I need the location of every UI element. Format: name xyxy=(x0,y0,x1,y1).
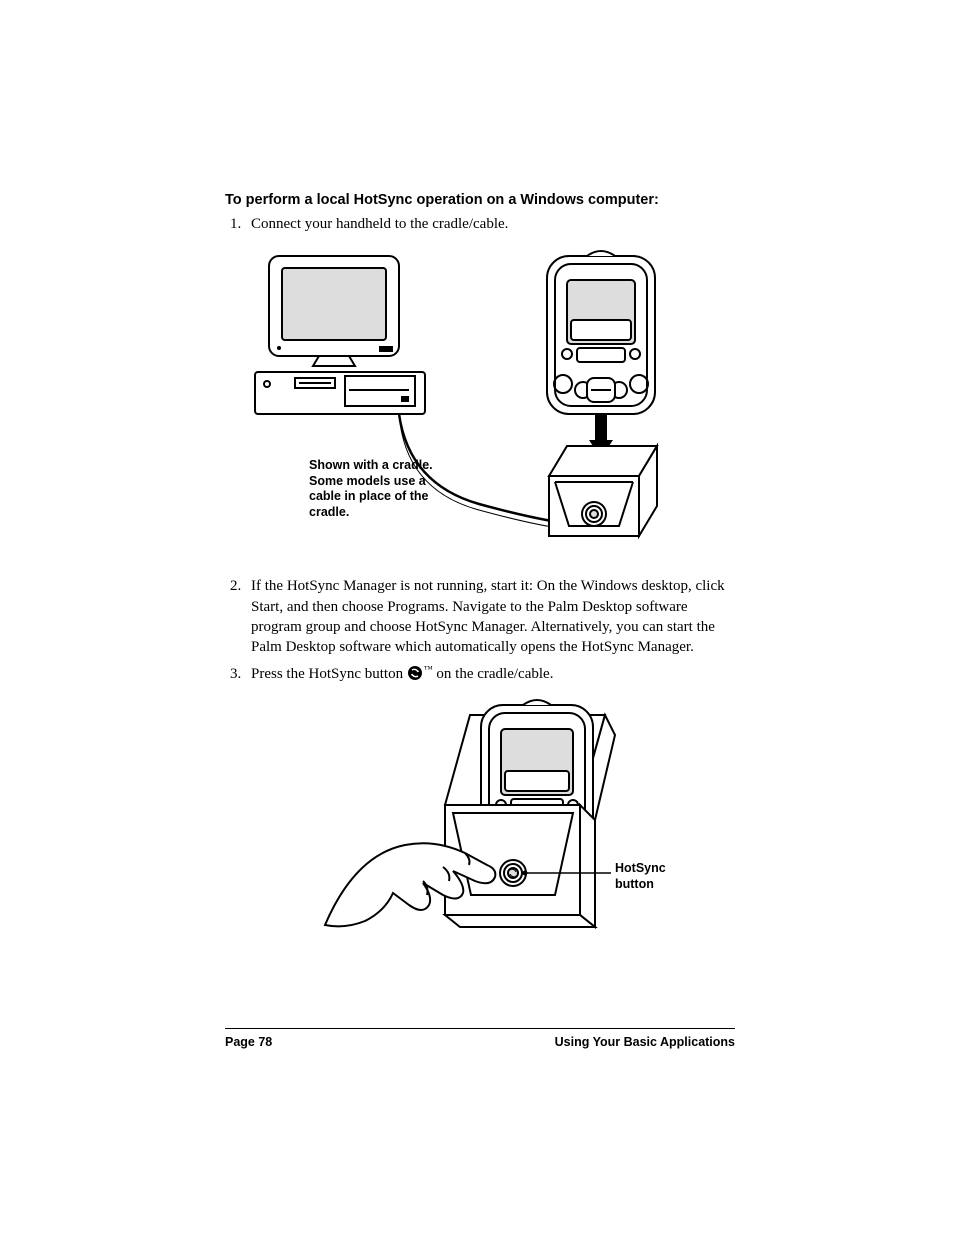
fig1-cap-l1: Shown with a cradle. xyxy=(309,458,433,472)
step-3-post: on the cradle/cable. xyxy=(433,666,554,682)
fig1-cap-l4: cradle. xyxy=(309,505,349,519)
tm-mark: ™ xyxy=(424,664,433,674)
figure2-label: HotSync button xyxy=(615,861,695,892)
fig1-cap-l2: Some models use a xyxy=(309,474,426,488)
step-3-pre: Press the HotSync button xyxy=(251,666,407,682)
fig2-label-l1: HotSync xyxy=(615,861,666,875)
fig2-label-l2: button xyxy=(615,876,654,890)
figure1-caption: Shown with a cradle. Some models use a c… xyxy=(309,458,479,521)
figure-hotsync-press: HotSync button xyxy=(315,695,735,945)
step-1: Connect your handheld to the cradle/cabl… xyxy=(245,214,735,234)
step-2: If the HotSync Manager is not running, s… xyxy=(245,576,735,657)
footer-page-number: Page 78 xyxy=(225,1035,272,1049)
page-footer: Page 78 Using Your Basic Applications xyxy=(225,1028,735,1049)
step-3: Press the HotSync button ™ on the cradle… xyxy=(245,663,735,684)
hotsync-icon xyxy=(407,665,423,681)
figure-computer-cradle: Shown with a cradle. Some models use a c… xyxy=(249,248,735,558)
section-heading: To perform a local HotSync operation on … xyxy=(225,192,735,208)
fig1-cap-l3: cable in place of the xyxy=(309,490,428,504)
footer-section-title: Using Your Basic Applications xyxy=(555,1035,735,1049)
